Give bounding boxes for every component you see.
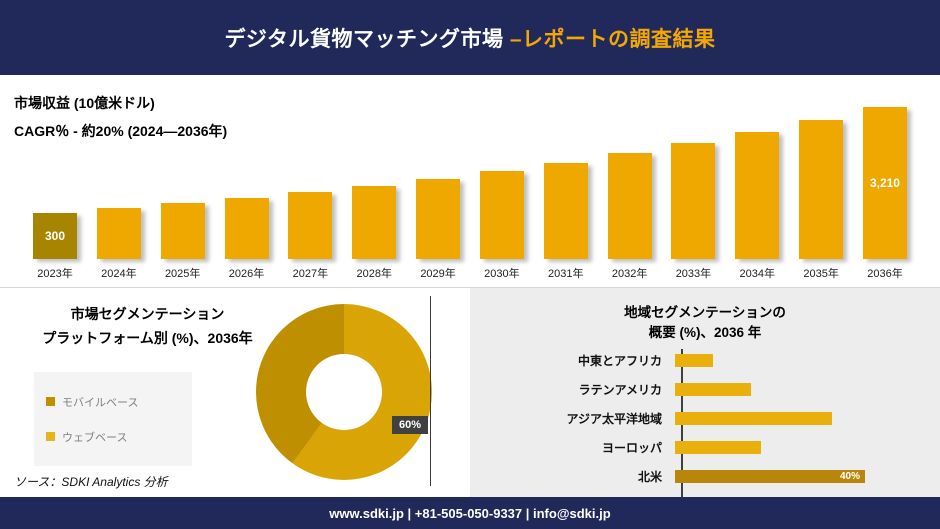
region-title-line2: 概要 (%)、2036 年	[648, 325, 762, 340]
revenue-year-label: 2034年	[739, 268, 776, 280]
revenue-year-label: 2035年	[803, 268, 839, 280]
revenue-bar	[352, 186, 397, 259]
region-rows: 中東とアフリカ ラテンアメリカアジア太平洋地域ヨーロッパ北米 40%	[470, 346, 940, 491]
revenue-bar-column: 2030年	[473, 171, 531, 281]
legend-label: ウェブベース	[62, 431, 128, 444]
revenue-year-label: 2024年	[101, 268, 137, 280]
revenue-bar	[479, 171, 524, 259]
region-title-line1: 地域セグメンテーションの	[624, 305, 786, 320]
revenue-year-label: 2026年	[228, 268, 265, 280]
revenue-bar-column: 2032年	[601, 153, 659, 281]
revenue-bar	[607, 153, 652, 259]
revenue-cagr-subtitle: CAGR％ - 約20% (2024―2036年)	[14, 123, 228, 139]
revenue-bar: 3,210	[862, 107, 907, 259]
region-bar	[675, 441, 761, 454]
segmentation-subtitle: プラットフォーム別 (%)、2036年	[42, 330, 253, 346]
legend-swatch	[46, 432, 55, 441]
page-title-main: デジタル貨物マッチング市場	[224, 27, 510, 51]
region-bar	[675, 383, 751, 396]
revenue-bar-value: 3,210	[869, 176, 900, 190]
revenue-year-label: 2025年	[164, 268, 201, 280]
revenue-bar-column: 3,210 2036年	[856, 107, 914, 281]
source-note: ソース：SDKI Analytics 分析	[14, 475, 168, 489]
revenue-bar-column: 2033年	[664, 143, 722, 281]
revenue-bar	[96, 208, 141, 259]
segmentation-title: 市場セグメンテーション	[70, 306, 225, 322]
revenue-bar	[160, 203, 205, 259]
revenue-year-label: 2032年	[611, 268, 648, 280]
donut-hole	[306, 354, 382, 430]
region-category-label: 中東とアフリカ	[577, 354, 662, 368]
region-category-label: アジア太平洋地域	[566, 412, 662, 426]
region-category-label: ラテンアメリカ	[578, 383, 662, 397]
revenue-bar-column: 2034年	[728, 132, 786, 281]
region-bar	[675, 412, 832, 425]
revenue-year-label: 2033年	[675, 268, 712, 280]
revenue-bar-value: 300	[44, 229, 66, 243]
region-row: 中東とアフリカ	[470, 346, 940, 375]
revenue-bar-column: 2028年	[345, 186, 403, 281]
region-row: 北米 40%	[470, 462, 940, 491]
footer-contact-text: www.sdki.jp | +81-505-050-9337 | info@sd…	[329, 505, 611, 521]
legend-label: モバイルベース	[62, 396, 139, 409]
region-segmentation-panel: 地域セグメンテーションの 概要 (%)、2036 年 中東とアフリカ ラテンアメリ…	[470, 288, 940, 498]
page-title: デジタル貨物マッチング市場 –レポートの調査結果	[224, 23, 715, 53]
revenue-year-label: 2023年	[37, 268, 73, 280]
donut-value-badge: 60%	[392, 416, 429, 434]
revenue-bar-column: 2025年	[154, 203, 212, 281]
revenue-year-label: 2029年	[420, 268, 456, 280]
region-category-label: 北米	[637, 470, 662, 484]
legend-item: ウェブベース	[46, 429, 180, 445]
revenue-title: 市場収益 (10億米ドル)	[14, 95, 155, 111]
bottom-row: 市場セグメンテーション プラットフォーム別 (%)、2036年 モバイルベースウ…	[0, 287, 940, 498]
revenue-year-label: 2036年	[867, 268, 903, 280]
revenue-bar-column: 2026年	[218, 198, 276, 281]
revenue-bar-column: 2027年	[281, 192, 339, 281]
region-bar	[675, 354, 713, 367]
revenue-year-label: 2027年	[292, 268, 329, 280]
revenue-year-label: 2028年	[356, 268, 392, 280]
revenue-bar-chart: 300 2023年 2024年 2025年 2026年 2027年 2028年 2029年 20…	[26, 107, 914, 281]
revenue-bar: 300	[33, 213, 77, 259]
revenue-bar-column: 2029年	[409, 179, 467, 281]
region-row: ヨーロッパ	[470, 433, 940, 462]
revenue-section: 市場収益 (10億米ドル) CAGR％ - 約20% (2024―2036年) …	[0, 75, 940, 287]
region-bar-labeled: 40%	[675, 470, 865, 483]
revenue-bar	[735, 132, 780, 259]
report-header: デジタル貨物マッチング市場 –レポートの調査結果	[0, 0, 940, 75]
revenue-bar-column: 2031年	[537, 163, 595, 281]
donut-legend: モバイルベース ウェブベース	[34, 372, 192, 466]
revenue-bar-column: 300 2023年	[26, 213, 84, 281]
revenue-bar	[288, 192, 333, 259]
donut-chart-wrap	[256, 304, 432, 480]
legend-swatch	[46, 397, 55, 406]
revenue-bar	[543, 163, 588, 259]
revenue-bar-column: 2024年	[90, 208, 148, 281]
region-bar-chart: 中東とアフリカ ラテンアメリカアジア太平洋地域ヨーロッパ北米 40%	[470, 346, 940, 498]
revenue-bar	[799, 120, 844, 259]
revenue-year-label: 2031年	[548, 268, 584, 280]
platform-segmentation-panel: 市場セグメンテーション プラットフォーム別 (%)、2036年 モバイルベースウ…	[0, 288, 470, 497]
revenue-bar	[416, 179, 461, 259]
region-row: アジア太平洋地域	[470, 404, 940, 433]
region-row: ラテンアメリカ	[470, 375, 940, 404]
revenue-bar	[671, 143, 716, 259]
region-category-label: ヨーロッパ	[601, 441, 662, 455]
revenue-year-label: 2030年	[484, 268, 520, 280]
panel-divider-line	[430, 296, 431, 486]
page-title-highlight: –レポートの調査結果	[509, 27, 716, 51]
revenue-bar	[224, 198, 269, 259]
legend-item: モバイルベース	[46, 394, 180, 410]
revenue-bar-column: 2035年	[792, 120, 850, 281]
report-footer: www.sdki.jp | +81-505-050-9337 | info@sd…	[0, 497, 940, 529]
